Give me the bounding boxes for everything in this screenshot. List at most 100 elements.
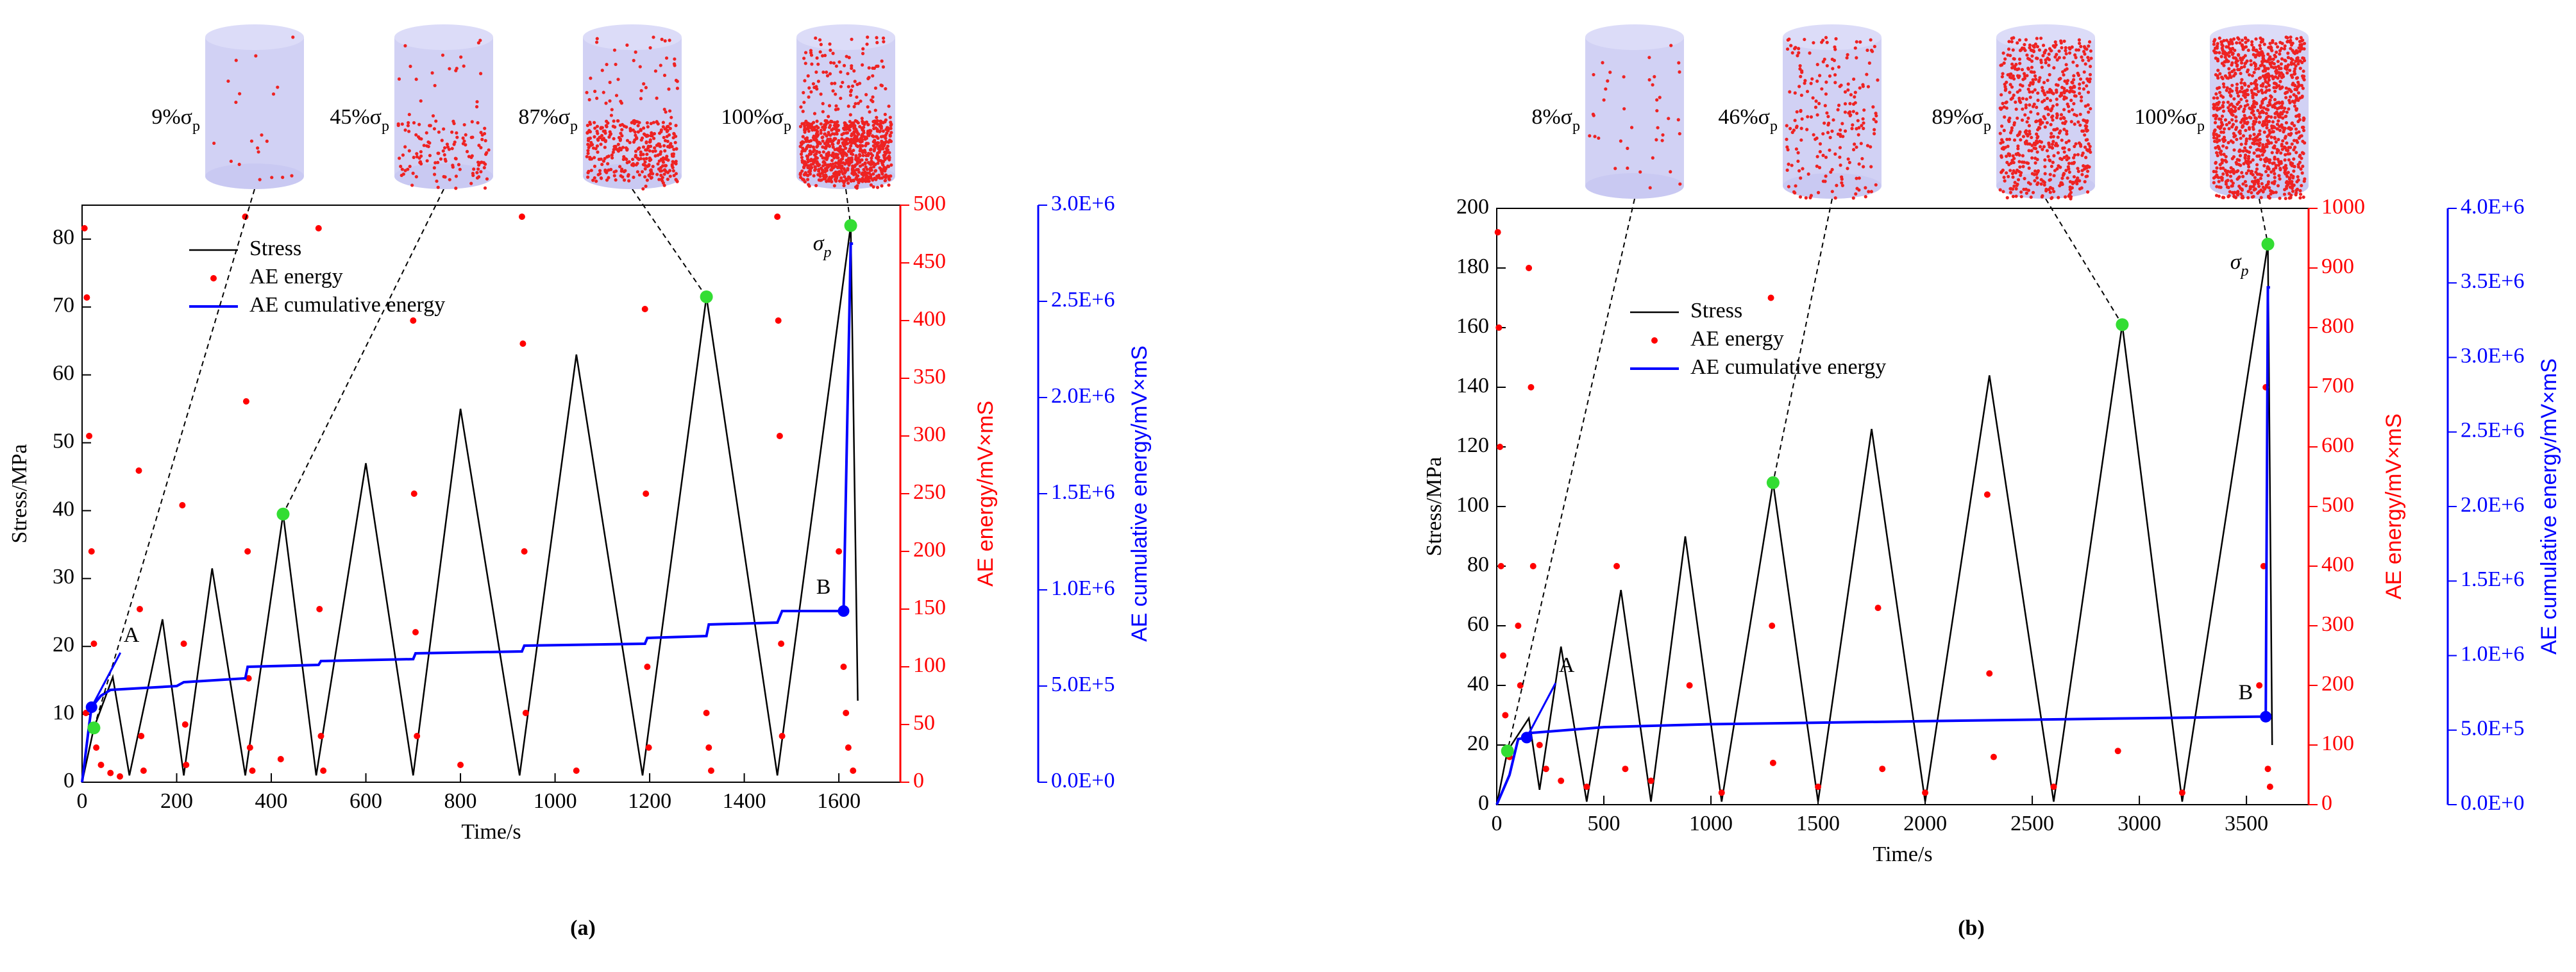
- crack-dot: [1821, 38, 1825, 42]
- highlight-point: [2261, 237, 2275, 251]
- crack-dot: [2213, 103, 2217, 107]
- crack-dot: [2254, 84, 2258, 88]
- crack-dot: [2036, 181, 2040, 185]
- crack-dot: [2300, 83, 2303, 87]
- crack-dot: [2243, 96, 2247, 99]
- crack-dot: [2267, 195, 2271, 199]
- crack-dot: [861, 149, 864, 153]
- crack-dot: [668, 38, 671, 42]
- crack-dot: [871, 95, 875, 99]
- crack-dot: [815, 56, 819, 60]
- x-tick-label: 2000: [1903, 812, 1947, 835]
- crack-dot: [636, 130, 640, 134]
- crack-dot: [2029, 195, 2033, 199]
- crack-dot: [2021, 107, 2025, 111]
- crack-dot: [884, 166, 888, 170]
- crack-dot: [2275, 50, 2278, 54]
- crack-dot: [484, 138, 487, 142]
- x-axis-label: Time/s: [461, 820, 521, 844]
- crack-dot: [840, 133, 844, 137]
- crack-dot: [841, 80, 845, 85]
- crack-dot: [2084, 127, 2088, 131]
- crack-dot: [434, 119, 438, 123]
- crack-dot: [2270, 124, 2274, 128]
- crack-dot: [2049, 122, 2053, 126]
- crack-dot: [1818, 142, 1823, 146]
- crack-dot: [2289, 193, 2293, 197]
- crack-dot: [2051, 135, 2055, 138]
- crack-dot: [2067, 110, 2071, 113]
- crack-dot: [2288, 69, 2292, 72]
- crack-dot: [841, 148, 845, 152]
- y3-tick-label: 0.0E+0: [2461, 791, 2524, 815]
- crack-dot: [2235, 41, 2239, 45]
- crack-dot: [2080, 169, 2084, 172]
- crack-dot: [2221, 82, 2226, 86]
- leader-line: [1772, 198, 1833, 483]
- crack-dot: [593, 164, 597, 168]
- crack-dot: [1799, 109, 1803, 113]
- crack-dot: [465, 149, 469, 153]
- crack-dot: [864, 93, 868, 97]
- crack-dot: [2068, 89, 2073, 93]
- crack-dot: [1608, 71, 1612, 74]
- crack-dot: [826, 137, 830, 141]
- crack-dot: [2287, 196, 2291, 200]
- crack-dot: [2230, 190, 2235, 195]
- crack-dot: [2247, 150, 2252, 155]
- crack-dot: [2259, 50, 2263, 54]
- crack-dot: [879, 122, 882, 126]
- y-tick-label: 0: [63, 769, 74, 792]
- crack-dot: [659, 165, 663, 169]
- crack-dot: [831, 142, 835, 146]
- crack-dot: [860, 158, 864, 162]
- crack-dot: [820, 135, 824, 140]
- crack-dot: [609, 132, 613, 136]
- crack-dot: [882, 175, 886, 179]
- crack-dot: [482, 131, 487, 136]
- crack-dot: [2035, 45, 2039, 49]
- crack-dot: [848, 147, 852, 152]
- crack-dot: [2250, 169, 2254, 174]
- crack-dot: [2005, 137, 2009, 142]
- crack-dot: [2064, 63, 2068, 67]
- crack-dot: [870, 153, 875, 158]
- crack-dot: [828, 72, 832, 76]
- crack-dot: [2292, 138, 2296, 142]
- crack-dot: [2220, 114, 2225, 118]
- crack-dot: [2240, 87, 2244, 90]
- crack-dot: [2225, 86, 2229, 90]
- crack-dot: [875, 36, 879, 40]
- y-tick-label: 100: [1456, 493, 1489, 517]
- ae-point: [774, 214, 781, 220]
- crack-dot: [2033, 42, 2037, 46]
- crack-dot: [2003, 115, 2007, 119]
- crack-dot: [2283, 58, 2287, 62]
- crack-dot: [869, 147, 873, 151]
- crack-dot: [852, 172, 855, 176]
- crack-dot: [603, 156, 607, 160]
- crack-dot: [881, 163, 885, 167]
- crack-dot: [1805, 90, 1810, 94]
- y2-tick-label: 150: [913, 596, 946, 619]
- crack-dot: [818, 150, 821, 155]
- crack-dot: [2037, 80, 2041, 83]
- crack-dot: [444, 159, 448, 163]
- crack-dot: [663, 39, 667, 43]
- crack-dot: [2246, 38, 2250, 42]
- crack-dot: [2273, 155, 2277, 159]
- crack-dot: [2264, 80, 2268, 83]
- crack-dot: [873, 108, 877, 112]
- crack-dot: [1999, 124, 2004, 128]
- crack-dot: [663, 149, 667, 153]
- crack-dot: [2087, 110, 2091, 114]
- crack-dot: [256, 146, 260, 150]
- crack-dot: [2085, 169, 2090, 173]
- crack-dot: [1817, 101, 1821, 106]
- crack-dot: [2010, 172, 2015, 176]
- crack-dot: [659, 152, 662, 156]
- crack-dot: [607, 168, 610, 172]
- crack-dot: [2213, 38, 2217, 42]
- crack-dot: [2030, 149, 2033, 153]
- crack-dot: [469, 181, 473, 185]
